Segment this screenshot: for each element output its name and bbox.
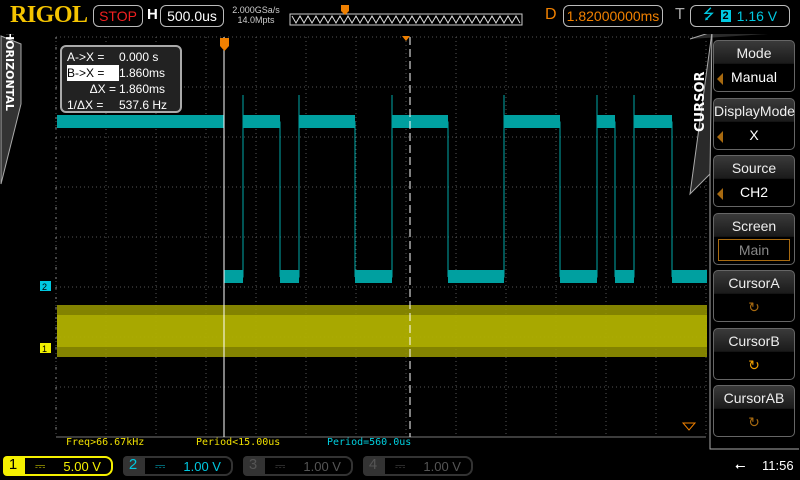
channel-2-button[interactable]: 2 ⎓ 1.00 V	[123, 456, 233, 476]
left-arrow-icon	[717, 73, 723, 85]
ch2-level-segment	[615, 270, 634, 283]
trigger-label: T	[675, 6, 685, 23]
horizontal-tab-label: HORIZONTAL	[3, 34, 16, 111]
horizontal-tab[interactable]: HORIZONTAL	[0, 34, 60, 194]
menu-title: CURSOR	[693, 71, 708, 132]
menu-cursorb-button[interactable]: CursorB ↻	[713, 327, 795, 380]
channel-number: 3	[243, 456, 263, 476]
trigger-source: 2	[720, 10, 731, 22]
menu-label: CursorA	[728, 275, 780, 291]
delay-center-marker	[402, 36, 410, 41]
delta-x-label: ΔX =	[89, 82, 116, 96]
ch2-level-segment	[634, 115, 672, 128]
timebase-value[interactable]: 500.0us	[160, 5, 224, 27]
menu-displaymode-button[interactable]: DisplayMode X	[713, 97, 795, 150]
cursor-menu-frame: CURSOR	[689, 34, 799, 450]
ch1-marker	[40, 343, 51, 353]
channel-scale: 1.00 V	[183, 458, 221, 474]
rotate-knob-icon: ↻	[748, 356, 760, 373]
trigger-time-marker	[220, 38, 229, 51]
sample-rate: 2.000GSa/s	[232, 5, 280, 15]
menu-value: CH2	[739, 184, 768, 200]
memory-depth: 14.0Mpts	[237, 15, 275, 25]
memory-overview	[289, 5, 523, 26]
channel-number: 2	[123, 456, 143, 476]
trigger-level: 1.16 V	[736, 8, 778, 24]
channel-scale: 5.00 V	[63, 458, 101, 474]
cursor-readout-box: A->X = 0.000 s B->X = 1.860ms ΔX = 1.860ms …	[60, 45, 182, 113]
menu-label: CursorAB	[723, 390, 785, 406]
channel-scale: 1.00 V	[423, 458, 461, 474]
ch2-level-segment	[299, 115, 355, 128]
channel-number: 1	[3, 456, 23, 476]
trigger-level-marker	[681, 422, 697, 431]
measurement-0: Freq>66.67kHz	[66, 437, 145, 448]
channel-1-button[interactable]: 1 ⎓ 5.00 V	[3, 456, 113, 476]
ch2-level-segment	[224, 270, 243, 283]
svg-text:2: 2	[42, 282, 47, 292]
ch2-level-segment	[560, 270, 597, 283]
ch2-marker	[40, 281, 51, 291]
rotate-knob-icon: ↻	[748, 299, 760, 315]
usb-icon: ⭠	[735, 458, 746, 473]
rigol-logo: RIGOL	[10, 2, 88, 28]
measurement-1: Period<15.00us	[196, 437, 281, 448]
menu-label: Mode	[736, 45, 772, 61]
menu-cursorab-button[interactable]: CursorAB ↻	[713, 385, 795, 437]
clock: 11:56	[762, 458, 794, 473]
menu-cursora-button[interactable]: CursorA ↻	[713, 270, 795, 322]
cursor-b-value: 1.860ms	[119, 66, 166, 80]
menu-value: Manual	[731, 69, 777, 85]
menu-screen-button[interactable]: Screen Main	[713, 212, 795, 265]
ch2-level-segment	[448, 270, 504, 283]
sample-info: 2.000GSa/s 14.0Mpts	[228, 5, 284, 25]
menu-label: CursorB	[728, 332, 780, 349]
menu-value: Main	[718, 238, 790, 261]
run-stop-status[interactable]: STOP	[93, 5, 143, 27]
horizontal-label: H	[147, 6, 158, 23]
channel-scale: 1.00 V	[303, 458, 341, 474]
trigger-settings[interactable]: ⭍ 2 1.16 V	[690, 5, 790, 27]
ch2-level-segment	[243, 115, 280, 128]
menu-label: Source	[731, 160, 777, 176]
top-status-bar: RIGOL STOP H 500.0us 2.000GSa/s 14.0Mpts …	[0, 0, 800, 32]
menu-label: DisplayMode	[714, 102, 795, 119]
ch2-level-segment	[280, 270, 299, 283]
trigger-position-marker	[341, 5, 349, 15]
ch2-level-segment	[57, 115, 224, 128]
measurement-2: Period=560.0us	[327, 437, 412, 448]
ch2-level-segment	[597, 115, 615, 128]
dc-coupling-icon: ⎓	[155, 458, 166, 473]
ch2-level-segment	[355, 270, 392, 283]
left-arrow-icon	[717, 188, 723, 200]
dc-coupling-icon: ⎓	[395, 458, 406, 473]
left-arrow-icon	[717, 130, 723, 143]
delta-x-value: 1.860ms	[119, 82, 166, 96]
inv-delta-x-value: 537.6 Hz	[119, 98, 168, 112]
menu-value: X	[749, 126, 759, 143]
ch2-level-segment	[672, 270, 707, 283]
menu-label: Screen	[731, 217, 777, 234]
channel-4-button[interactable]: 4 ⎓ 1.00 V	[363, 456, 473, 476]
cursor-a-value: 0.000 s	[119, 50, 159, 64]
cursor-a-label: A->X =	[67, 50, 105, 64]
cursor-b-label: B->X =	[67, 65, 119, 81]
channel-number: 4	[363, 456, 383, 476]
dc-coupling-icon: ⎓	[35, 458, 46, 473]
channel-3-button[interactable]: 3 ⎓ 1.00 V	[243, 456, 353, 476]
delay-value[interactable]: 1.82000000ms	[563, 5, 663, 27]
menu-mode-button[interactable]: Mode Manual	[713, 40, 795, 92]
delay-label: D	[545, 6, 557, 23]
svg-text:1: 1	[42, 344, 47, 354]
rotate-knob-icon: ↻	[748, 414, 760, 430]
inv-delta-x-label: 1/ΔX =	[67, 98, 104, 112]
ch2-level-segment	[392, 115, 448, 128]
falling-edge-icon: ⭍	[702, 6, 715, 22]
dc-coupling-icon: ⎓	[275, 458, 286, 473]
ch2-level-segment	[504, 115, 560, 128]
menu-source-button[interactable]: Source CH2	[713, 155, 795, 207]
